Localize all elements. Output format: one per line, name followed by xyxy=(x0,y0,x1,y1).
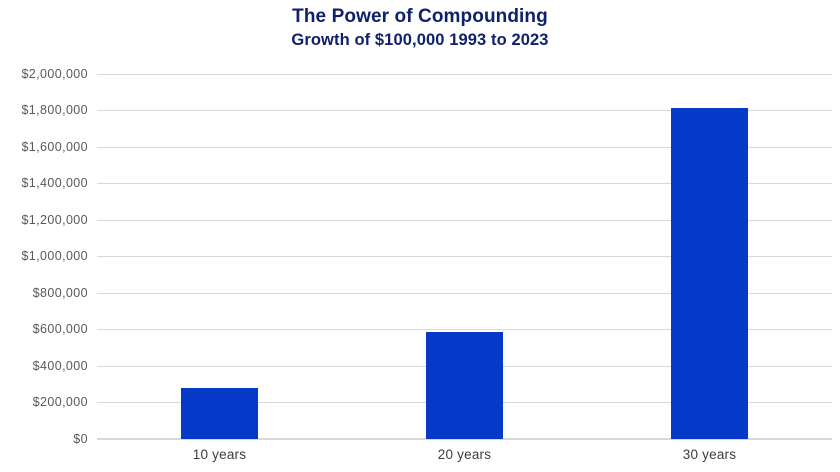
y-tick-label: $1,000,000 xyxy=(21,249,88,263)
chart-header: The Power of Compounding Growth of $100,… xyxy=(0,6,840,50)
gridline xyxy=(97,292,832,294)
gridline xyxy=(97,110,832,111)
bar-10-years xyxy=(181,387,258,439)
x-tick-label: 30 years xyxy=(682,447,737,462)
gridline xyxy=(97,438,832,440)
x-tick-label: 10 years xyxy=(192,447,247,462)
gridline xyxy=(97,183,832,184)
chart-title: The Power of Compounding xyxy=(292,6,548,27)
y-tick-label: $400,000 xyxy=(32,358,88,373)
y-tick-label: $1,200,000 xyxy=(21,212,88,227)
y-tick-label: $600,000 xyxy=(32,322,88,336)
y-tick-label: $800,000 xyxy=(32,285,88,300)
bar-30-years xyxy=(671,107,748,439)
chart-subtitle: Growth of $100,000 1993 to 2023 xyxy=(291,31,549,49)
y-tick-label: $1,600,000 xyxy=(21,139,88,154)
gridline xyxy=(97,329,832,330)
y-tick-label: $0 xyxy=(73,431,88,446)
gridline xyxy=(97,146,832,148)
y-tick-label: $2,000,000 xyxy=(21,66,88,81)
gridline xyxy=(97,73,832,75)
x-tick-label: 20 years xyxy=(437,447,492,462)
y-tick-label: $1,800,000 xyxy=(21,103,88,117)
y-tick-label: $200,000 xyxy=(32,395,88,409)
plot-area xyxy=(97,73,832,440)
bar-20-years xyxy=(426,332,503,439)
y-tick-label: $1,400,000 xyxy=(21,176,88,190)
gridline xyxy=(97,219,832,221)
gridline xyxy=(97,256,832,257)
